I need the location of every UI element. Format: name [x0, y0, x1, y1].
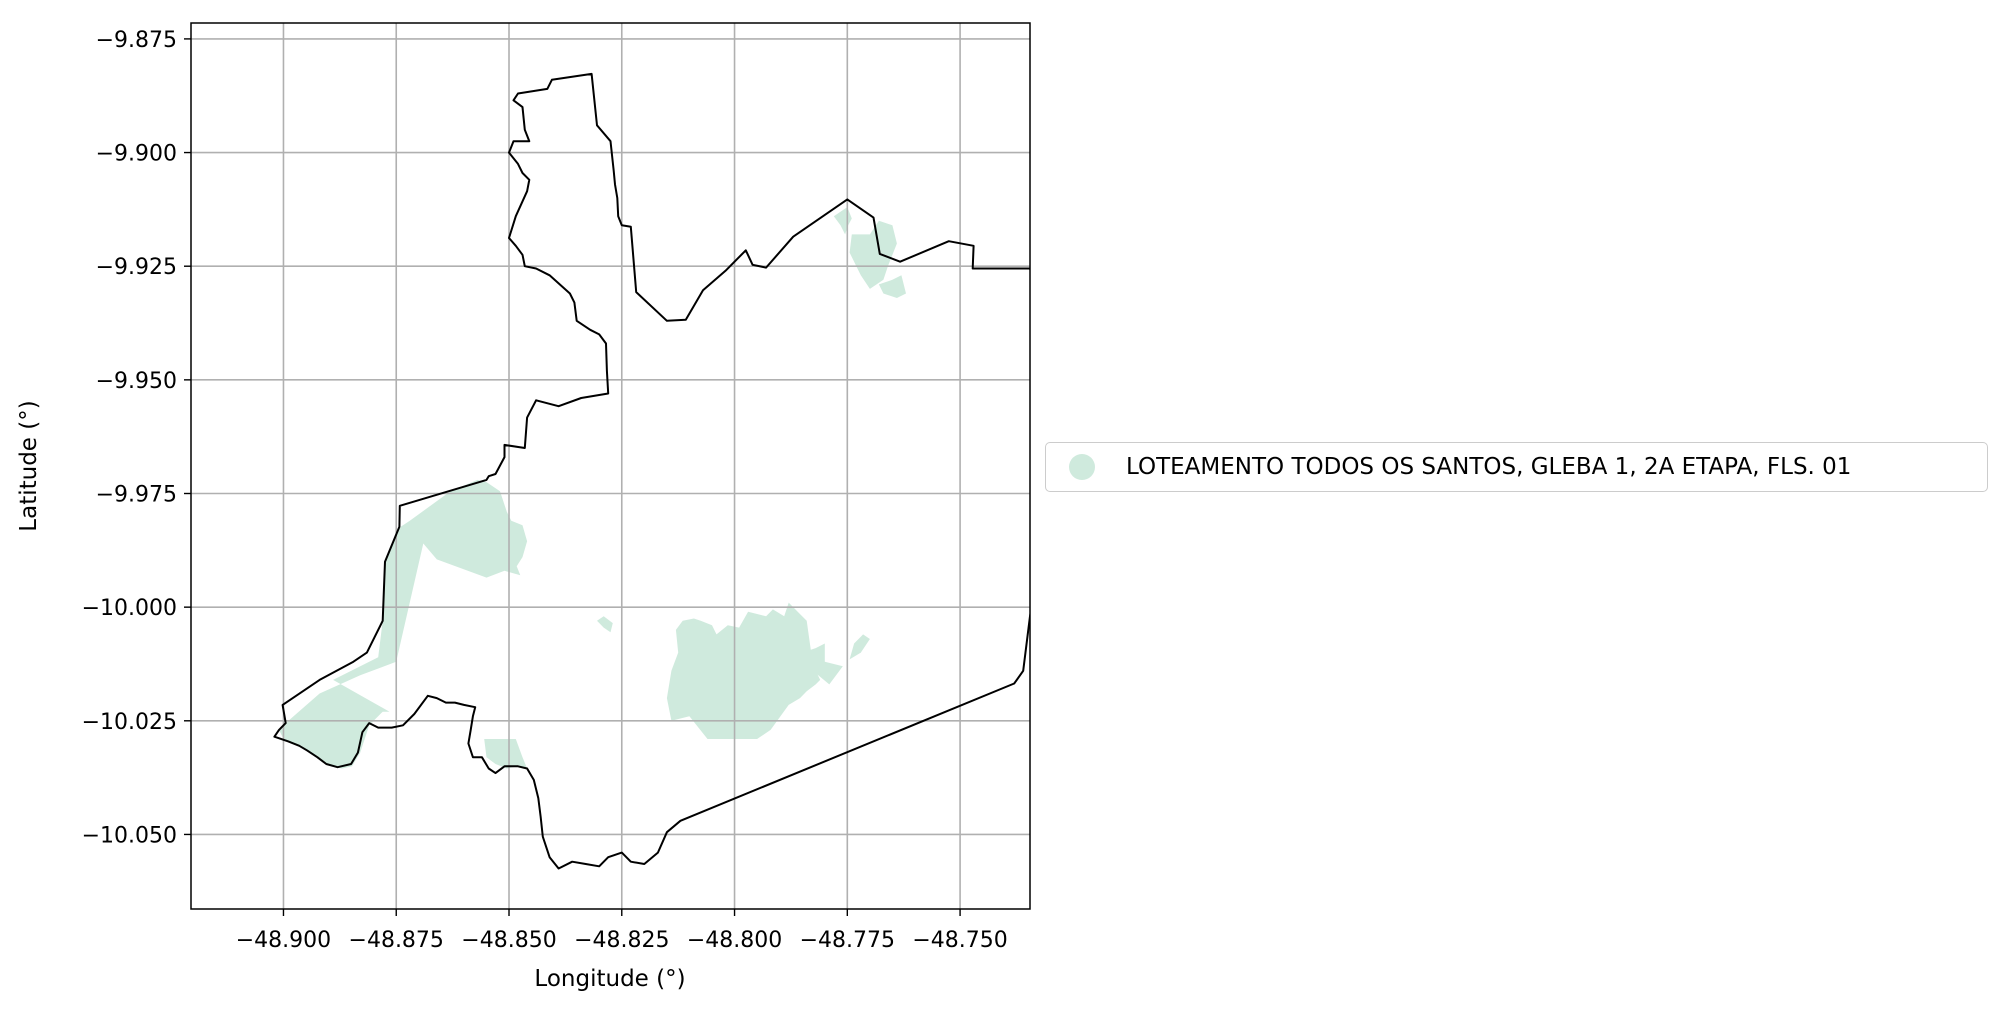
parcel-polygon [849, 634, 870, 660]
x-tick-label: −48.750 [912, 928, 1007, 953]
boundary-layer [273, 72, 1030, 870]
parcel-polygon [597, 616, 613, 633]
parcel-polygon [484, 739, 528, 769]
legend: LOTEAMENTO TODOS OS SANTOS, GLEBA 1, 2A … [1045, 442, 1988, 492]
x-tick-label: −48.850 [461, 928, 556, 953]
y-tick-label: −9.900 [96, 142, 177, 167]
parcel-polygon [666, 602, 821, 739]
x-ticks: −48.900 −48.875 −48.850 −48.825 −48.800 −48.7… [236, 909, 1008, 953]
x-tick-label: −48.900 [236, 928, 331, 953]
parcel-polygon [878, 275, 906, 298]
legend-marker-icon [1069, 454, 1095, 480]
parcel-polygon [793, 643, 843, 685]
plot-frame [190, 22, 1031, 910]
x-axis-title: Longitude (°) [534, 966, 685, 992]
y-tick-label: −9.875 [96, 28, 177, 53]
y-tick-label: −9.950 [96, 369, 177, 394]
y-axis-title: Latitude (°) [16, 400, 42, 531]
y-tick-label: −10.050 [82, 823, 177, 848]
x-tick-label: −48.875 [349, 928, 444, 953]
y-tick-label: −9.975 [96, 483, 177, 508]
x-tick-label: −48.775 [800, 928, 895, 953]
grid-layer [191, 23, 1030, 909]
x-tick-label: −48.825 [574, 928, 669, 953]
y-tick-label: −10.025 [82, 710, 177, 735]
y-ticks: −9.875 −9.900 −9.925 −9.950 −9.975 −10.000 −10… [82, 28, 191, 848]
y-tick-label: −10.000 [82, 596, 177, 621]
legend-label: LOTEAMENTO TODOS OS SANTOS, GLEBA 1, 2A … [1126, 454, 1852, 480]
municipal-boundary [273, 72, 1030, 870]
parcel-polygon [833, 207, 852, 235]
x-tick-label: −48.800 [687, 928, 782, 953]
y-tick-label: −9.925 [96, 255, 177, 280]
parcel-polygon [849, 220, 897, 289]
parcels-layer [279, 207, 906, 769]
parcel-polygon [279, 479, 528, 769]
